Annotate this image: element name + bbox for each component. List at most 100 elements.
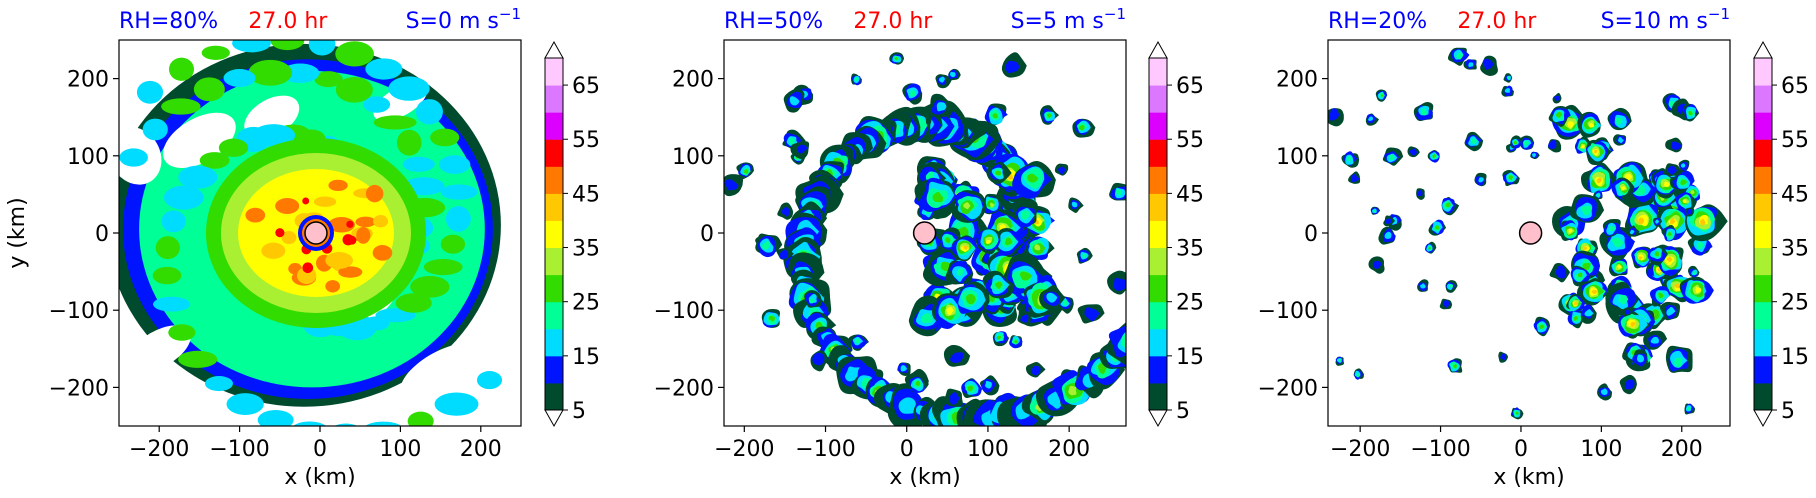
contour-fill <box>1568 228 1573 233</box>
isolated-cell <box>909 374 929 394</box>
contour-fill <box>1555 265 1567 279</box>
isolated-cell <box>1348 171 1361 184</box>
isolated-cell <box>1501 85 1514 97</box>
rainband <box>257 409 294 426</box>
isolated-cell <box>889 52 905 65</box>
isolated-cell <box>1375 89 1388 102</box>
contour-fill <box>1617 137 1624 144</box>
storm-center-marker <box>1518 221 1543 245</box>
contour-fill <box>1346 155 1353 162</box>
convective-cell <box>976 228 1001 255</box>
isolated-cell <box>1428 219 1447 236</box>
rainband <box>395 293 432 313</box>
rainband <box>375 308 416 323</box>
rainband <box>193 77 225 102</box>
rainband <box>365 58 403 80</box>
rainband <box>314 71 343 88</box>
colorbar-segment <box>1754 193 1772 221</box>
contour-fill <box>1034 244 1041 251</box>
contour-fill <box>936 102 947 112</box>
intense-cell <box>347 235 357 245</box>
convective-cell <box>1611 177 1635 197</box>
contour-fill <box>1384 231 1392 239</box>
contour-fill <box>1356 373 1361 378</box>
contour-fill <box>1600 388 1608 395</box>
isolated-cell <box>1427 150 1440 163</box>
isolated-cell <box>1017 310 1032 325</box>
isolated-cell <box>1407 146 1420 158</box>
colorbar-segment <box>1149 382 1167 411</box>
x-tick-label: −200 <box>129 437 189 462</box>
title-right-main: S=10 m s <box>1601 9 1708 34</box>
colorbar-tick-label: 55 <box>572 128 600 153</box>
isolated-cell <box>850 73 862 86</box>
colorbar-tick-label: 15 <box>1781 345 1809 370</box>
convective-cell <box>328 217 355 233</box>
x-tick-label: −200 <box>1330 437 1390 462</box>
rainband <box>155 236 180 260</box>
contour-fill <box>1047 113 1052 118</box>
rainband <box>423 259 463 276</box>
isolated-cell <box>1518 135 1535 150</box>
contour-fill <box>789 96 800 106</box>
isolated-cell <box>755 233 783 258</box>
isolated-cell <box>1107 270 1126 295</box>
isolated-cell <box>1660 301 1681 321</box>
contour-fill <box>797 144 808 154</box>
convective-cell <box>1617 311 1651 339</box>
contour-fill <box>1696 241 1705 250</box>
y-tick-label: 100 <box>672 145 714 170</box>
contour-fill <box>1630 321 1636 328</box>
colorbar-segment <box>545 193 563 221</box>
y-tick-label: 200 <box>67 68 109 93</box>
isolated-cell <box>790 141 810 160</box>
rainband <box>438 155 471 174</box>
rain-cell <box>1106 322 1126 366</box>
rainband <box>445 206 471 232</box>
y-tick-label: 200 <box>672 68 714 93</box>
colorbar-tick-label: 45 <box>572 182 600 207</box>
contour-fill <box>1328 108 1340 121</box>
contour-fill <box>1663 181 1670 188</box>
isolated-cell <box>1039 284 1066 311</box>
convective-cell <box>245 207 266 223</box>
title-right: S=10 m s−1 <box>1601 5 1730 34</box>
x-axis-label: x (km) <box>284 465 355 490</box>
colorbar-segment <box>545 220 563 249</box>
contour-fill <box>950 71 956 78</box>
contour-fill <box>1636 354 1644 363</box>
rainband <box>407 411 434 426</box>
colorbar-tick-label: 5 <box>1176 399 1190 424</box>
convective-cell <box>1569 194 1605 223</box>
contour-fill <box>1082 253 1087 258</box>
y-tick-label: −100 <box>1258 299 1318 324</box>
contour-fill <box>1581 145 1585 149</box>
isolated-cell <box>1665 137 1683 153</box>
isolated-cell <box>1622 307 1632 317</box>
isolated-cell <box>1643 330 1668 350</box>
colorbar-tick-label: 35 <box>1176 237 1204 262</box>
isolated-cell <box>1072 118 1096 138</box>
colorbar-tick-label: 65 <box>572 74 600 99</box>
contour-fill <box>1686 208 1693 215</box>
contour-fill <box>1500 353 1507 361</box>
colorbar-segment <box>1149 301 1167 330</box>
isolated-cell <box>1054 163 1069 176</box>
convective-cell <box>1679 276 1714 304</box>
y-tick-label: −200 <box>49 376 109 401</box>
contour-fill <box>1688 110 1693 116</box>
contour-fill <box>900 365 908 372</box>
contour-fill <box>1625 309 1631 315</box>
convective-cell <box>982 270 1015 299</box>
isolated-cell <box>944 388 963 407</box>
convective-cell <box>951 190 987 223</box>
contour-fill <box>1621 186 1626 191</box>
contour-fill <box>1020 210 1030 220</box>
contour-fill <box>1618 294 1629 305</box>
convective-cell <box>1012 160 1056 199</box>
colorbar-segment <box>1149 58 1167 86</box>
isolated-cell <box>948 68 961 81</box>
contour-fill <box>1014 339 1019 344</box>
colorbar-segment <box>1149 247 1167 276</box>
colorbar-segment <box>1754 112 1772 140</box>
